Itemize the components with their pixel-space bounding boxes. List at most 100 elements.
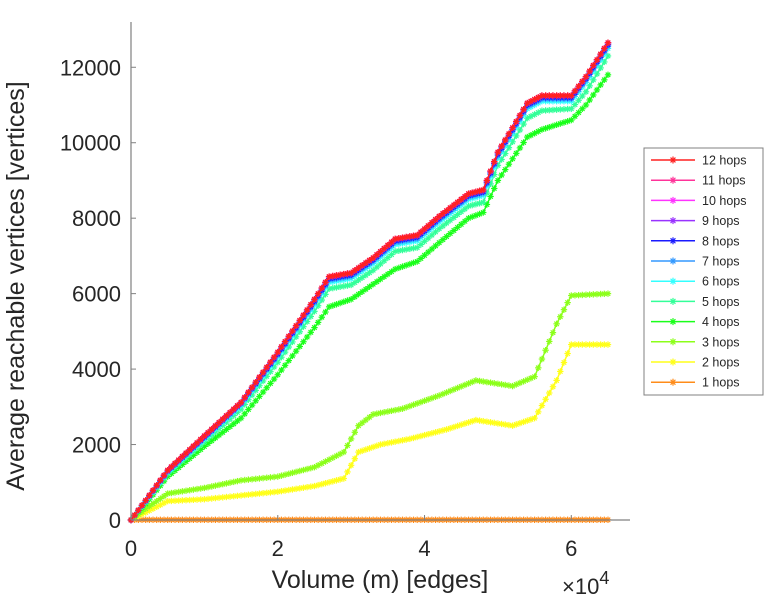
y-tick-label: 8000: [72, 206, 121, 231]
data-point: [539, 356, 545, 362]
legend-label: 11 hops: [702, 174, 746, 188]
x-multiplier-base: ×10: [562, 574, 599, 599]
data-point: [139, 502, 145, 508]
series-line: [131, 75, 608, 520]
data-point: [605, 40, 611, 46]
data-point: [242, 394, 248, 400]
data-point: [150, 487, 156, 493]
data-point: [553, 377, 559, 383]
data-point: [498, 172, 504, 178]
legend-marker: [670, 177, 677, 184]
data-point: [352, 455, 358, 461]
x-multiplier: ×104: [562, 568, 609, 599]
data-point: [319, 285, 325, 291]
data-point: [594, 87, 600, 93]
x-tick-label: 6: [565, 536, 577, 561]
data-point: [546, 338, 552, 344]
data-point: [539, 402, 545, 408]
data-point: [605, 341, 611, 347]
legend-label: 7 hops: [702, 255, 740, 269]
legend-label: 4 hops: [702, 315, 740, 329]
data-point: [267, 359, 273, 365]
data-point: [590, 62, 596, 68]
legend-label: 2 hops: [702, 356, 740, 370]
data-point: [561, 306, 567, 312]
data-point: [597, 51, 603, 57]
legend-marker: [670, 258, 677, 265]
data-point: [520, 106, 526, 112]
data-point: [344, 469, 350, 475]
data-point: [550, 329, 556, 335]
data-point: [300, 312, 306, 318]
data-point: [513, 118, 519, 124]
y-tick-label: 12000: [60, 55, 121, 80]
data-point: [153, 482, 159, 488]
data-point: [352, 429, 358, 435]
series-3-hops: [128, 290, 611, 523]
data-point: [509, 124, 515, 130]
data-point: [487, 168, 493, 174]
data-point: [245, 389, 251, 395]
data-point: [289, 353, 295, 359]
x-tick-label: 4: [418, 536, 430, 561]
data-point: [308, 329, 314, 335]
data-point: [572, 88, 578, 94]
data-point: [568, 92, 574, 98]
y-tick-label: 4000: [72, 357, 121, 382]
data-point: [561, 359, 567, 365]
legend-label: 1 hops: [702, 376, 740, 390]
data-point: [535, 409, 541, 415]
y-tick-label: 6000: [72, 282, 121, 307]
data-point: [597, 82, 603, 88]
x-tick-label: 2: [272, 536, 284, 561]
series-layer: [128, 40, 611, 524]
legend-marker: [670, 217, 677, 224]
data-point: [157, 477, 163, 483]
data-point: [348, 436, 354, 442]
legend-label: 10 hops: [702, 194, 746, 208]
data-point: [601, 77, 607, 83]
data-point: [564, 299, 570, 305]
data-point: [484, 177, 490, 183]
data-point: [146, 492, 152, 498]
legend-marker: [670, 157, 677, 164]
data-point: [531, 415, 537, 421]
data-point: [517, 112, 523, 118]
data-point: [498, 143, 504, 149]
data-point: [271, 354, 277, 360]
data-point: [594, 57, 600, 63]
data-point: [260, 369, 266, 375]
data-point: [546, 390, 552, 396]
data-point: [348, 462, 354, 468]
y-tick-label: 10000: [60, 131, 121, 156]
data-point: [535, 365, 541, 371]
data-point: [531, 373, 537, 379]
y-axis-label: Average reachable vertices [vertices]: [2, 81, 30, 490]
data-point: [557, 314, 563, 320]
data-point: [513, 150, 519, 156]
legend-label: 12 hops: [702, 154, 746, 168]
data-point: [590, 92, 596, 98]
data-point: [344, 442, 350, 448]
data-point: [550, 383, 556, 389]
legend-marker: [670, 197, 677, 204]
data-point: [520, 139, 526, 145]
data-point: [480, 209, 486, 215]
series-4-hops: [128, 72, 611, 524]
data-point: [542, 396, 548, 402]
data-point: [297, 343, 303, 349]
y-tick-label: 2000: [72, 433, 121, 458]
data-point: [311, 296, 317, 302]
y-tick-label: 0: [109, 508, 121, 533]
data-point: [495, 177, 501, 183]
data-point: [605, 72, 611, 78]
data-point: [605, 290, 611, 296]
x-tick-label: 0: [125, 536, 137, 561]
data-point: [161, 472, 167, 478]
data-point: [575, 83, 581, 89]
data-point: [542, 347, 548, 353]
data-point: [557, 368, 563, 374]
data-point: [135, 507, 141, 513]
data-point: [564, 350, 570, 356]
